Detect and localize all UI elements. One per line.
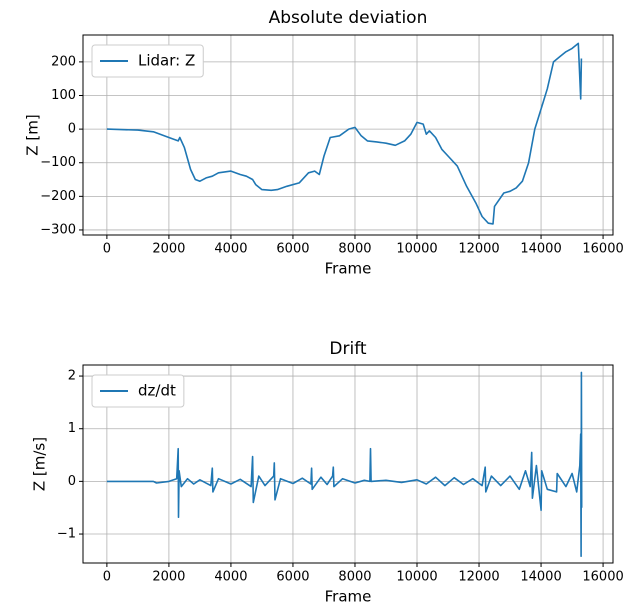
y-tick-label: 100	[51, 88, 76, 103]
y-axis-label: Z [m]	[24, 114, 42, 155]
legend-label: dz/dt	[138, 382, 176, 400]
x-tick-label: 0	[103, 570, 111, 585]
x-axis-label: Frame	[325, 588, 372, 606]
legend-box	[91, 44, 204, 78]
x-tick-label: 12000	[458, 570, 499, 585]
y-tick-label: −100	[40, 155, 76, 170]
y-tick-label: −1	[57, 527, 76, 542]
chart-title: Absolute deviation	[269, 8, 428, 28]
y-tick-label: −200	[40, 189, 76, 204]
y-tick-label: 0	[68, 122, 76, 137]
axes-frame	[82, 34, 614, 236]
x-tick-label: 4000	[214, 570, 247, 585]
x-tick-label: 8000	[338, 242, 371, 257]
x-tick-label: 10000	[396, 570, 437, 585]
x-axis-label: Frame	[325, 260, 372, 278]
y-tick-label: 200	[51, 54, 76, 69]
x-tick-label: 0	[103, 242, 111, 257]
data-line	[106, 371, 583, 557]
x-tick-label: 10000	[396, 242, 437, 257]
y-axis-label: Z [m/s]	[31, 437, 49, 491]
x-tick-label: 14000	[520, 570, 561, 585]
x-tick-label: 6000	[276, 242, 309, 257]
legend-box	[91, 374, 185, 408]
x-tick-label: 12000	[458, 242, 499, 257]
x-tick-label: 4000	[214, 242, 247, 257]
axes-frame	[82, 364, 614, 564]
x-tick-label: 16000	[582, 242, 623, 257]
x-tick-label: 2000	[152, 570, 185, 585]
data-line	[106, 42, 583, 225]
x-tick-label: 14000	[520, 242, 561, 257]
y-tick-label: 1	[68, 421, 76, 436]
x-tick-label: 2000	[152, 242, 185, 257]
y-tick-label: −300	[40, 222, 76, 237]
x-tick-label: 8000	[338, 570, 371, 585]
x-tick-label: 6000	[276, 570, 309, 585]
legend-label: Lidar: Z	[138, 52, 195, 70]
y-tick-label: 0	[68, 474, 76, 489]
x-tick-label: 16000	[582, 570, 623, 585]
chart-title: Drift	[329, 339, 366, 359]
y-tick-label: 2	[68, 369, 76, 384]
